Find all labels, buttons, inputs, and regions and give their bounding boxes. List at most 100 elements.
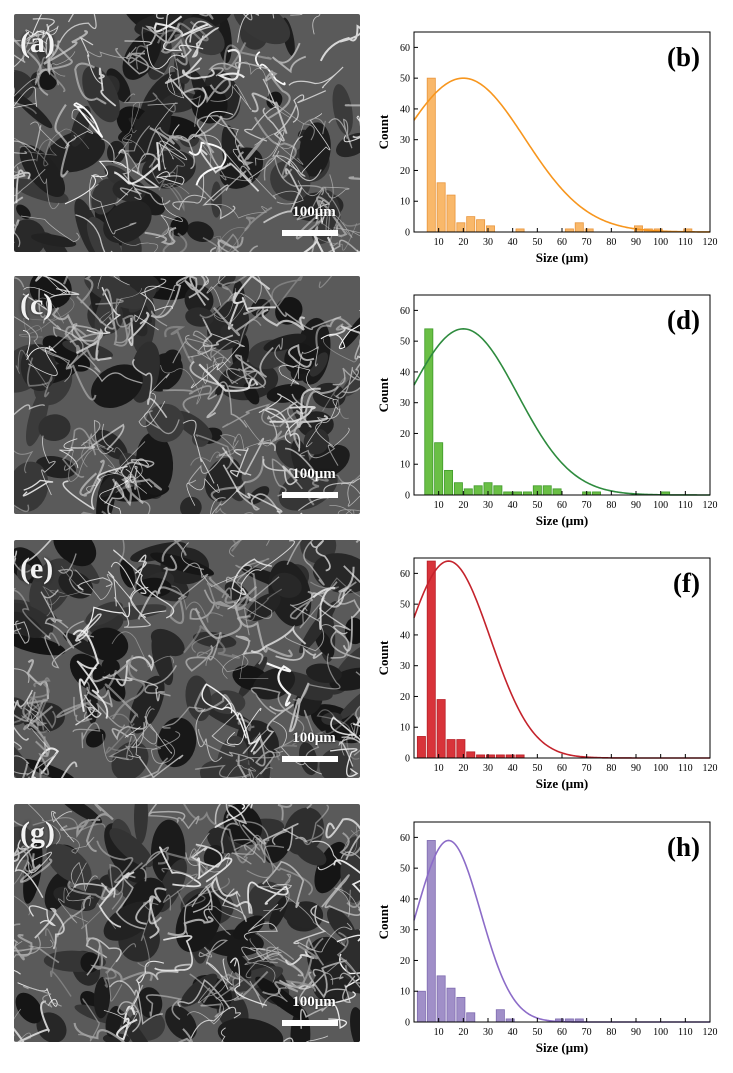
sem-wall — [322, 377, 349, 420]
sem-pore — [266, 384, 307, 403]
sem-wall — [255, 276, 303, 318]
sem-wall — [172, 337, 213, 364]
sem-wall — [14, 504, 30, 513]
scale-bar-line — [282, 230, 338, 236]
sem-wall — [241, 767, 273, 778]
sem-wall — [162, 706, 204, 729]
sem-pore — [25, 387, 50, 447]
sem-wall — [14, 934, 33, 961]
sem-wall — [198, 363, 259, 392]
sem-wall — [162, 154, 190, 195]
sem-wall — [325, 174, 334, 233]
sem-pore — [14, 461, 49, 512]
sem-wall — [58, 14, 97, 43]
sem-wall — [289, 588, 352, 623]
scale-bar-line — [282, 756, 338, 762]
sem-wall — [20, 18, 55, 44]
sem-wall — [213, 226, 248, 252]
y-tick-label: 10 — [400, 197, 410, 208]
sem-wall — [245, 938, 279, 978]
scale-bar: 100μm — [278, 204, 350, 240]
sem-wall — [211, 875, 253, 914]
sem-wall — [215, 585, 258, 611]
sem-wall — [354, 338, 360, 371]
sem-wall — [330, 972, 360, 989]
sem-wall — [126, 50, 165, 75]
sem-wall — [198, 970, 234, 1004]
sem-wall — [243, 837, 313, 896]
sem-wall — [182, 57, 215, 80]
sem-wall — [226, 765, 256, 778]
sem-pore — [180, 973, 218, 1007]
sem-wall — [262, 104, 297, 142]
panel-label: (f) — [673, 568, 700, 598]
sem-wall — [164, 67, 207, 108]
sem-wall — [14, 1008, 32, 1042]
sem-wall — [123, 92, 176, 113]
x-tick-label: 10 — [434, 237, 444, 248]
x-tick-label: 90 — [631, 763, 641, 774]
sem-wall — [285, 944, 319, 992]
histogram-bar — [463, 488, 473, 496]
sem-wall — [68, 448, 115, 482]
sem-wall — [14, 101, 38, 115]
sem-wall — [79, 36, 104, 85]
sem-wall — [14, 689, 34, 741]
sem-wall — [89, 174, 133, 210]
y-tick-label: 0 — [405, 1018, 410, 1029]
y-tick-label: 30 — [400, 398, 410, 409]
sem-wall — [191, 27, 220, 58]
sem-pore — [16, 204, 31, 220]
sem-wall — [150, 730, 181, 764]
sem-wall — [315, 317, 353, 350]
x-tick-label: 50 — [532, 763, 542, 774]
sem-wall — [157, 140, 188, 170]
histogram-bar — [426, 840, 436, 1023]
sem-wall — [227, 276, 271, 330]
histogram-bar — [416, 736, 426, 759]
sem-wall — [202, 361, 251, 385]
sem-wall — [14, 137, 60, 209]
x-tick-label: 100 — [653, 1027, 668, 1038]
sem-wall — [22, 762, 28, 778]
sem-pore — [151, 635, 174, 686]
sem-pore — [217, 1018, 284, 1042]
sem-pore — [291, 439, 310, 479]
x-tick-label: 50 — [532, 237, 542, 248]
sem-wall — [134, 285, 175, 331]
panel-label: (h) — [667, 832, 700, 862]
sem-wall — [14, 169, 31, 204]
sem-wall — [205, 958, 233, 990]
x-axis-label: Size (μm) — [536, 250, 589, 265]
sem-pore — [91, 364, 143, 408]
sem-pore — [283, 807, 324, 855]
scale-bar-label: 100μm — [292, 466, 336, 482]
sem-wall — [162, 385, 212, 414]
sem-wall — [109, 980, 163, 1025]
sem-wall — [177, 978, 231, 1010]
sem-wall — [76, 288, 116, 330]
histogram-bar — [426, 560, 436, 759]
scale-bar-line — [282, 1020, 338, 1026]
sem-pore — [161, 92, 198, 113]
sem-wall — [203, 276, 210, 287]
sem-wall — [300, 1002, 335, 1029]
sem-wall — [243, 14, 253, 21]
sem-wall — [264, 70, 291, 120]
y-axis-label: Count — [376, 114, 391, 149]
plot-frame — [413, 294, 711, 496]
sem-wall — [272, 720, 322, 775]
sem-pore — [344, 617, 360, 645]
sem-wall — [214, 804, 248, 825]
sem-wall — [111, 715, 148, 741]
sem-wall — [139, 757, 169, 778]
sem-wall — [14, 1000, 50, 1042]
sem-wall — [167, 66, 185, 99]
sem-wall — [184, 276, 210, 307]
sem-wall — [332, 367, 360, 394]
sem-wall — [222, 403, 279, 428]
sem-wall — [144, 226, 177, 246]
sem-pore — [91, 178, 119, 215]
x-tick-label: 120 — [703, 763, 718, 774]
sem-wall — [253, 116, 297, 179]
